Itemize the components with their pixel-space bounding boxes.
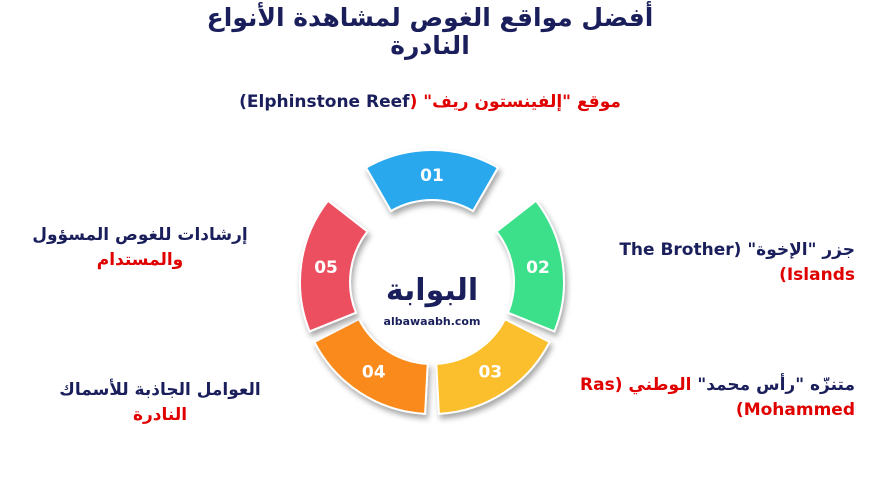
item-line: والمستدام xyxy=(10,248,270,273)
item: إرشادات للغوص المسؤول والمستدام xyxy=(10,223,270,273)
item-text: Mohammed) xyxy=(735,400,855,420)
item-text: إرشادات للغوص المسؤول xyxy=(32,225,248,245)
logo-site: albawaabh.com xyxy=(384,315,481,328)
item-line: إرشادات للغوص المسؤول xyxy=(10,223,270,248)
title: أفضل مواقع الغوص لمشاهدة الأنواع النادرة xyxy=(130,4,730,60)
item: موقع "إلفينستون ريف" (Elphinstone Reef) xyxy=(140,90,720,115)
ring-segment xyxy=(435,317,551,415)
item: العوامل الجاذبة للأسماك النادرة xyxy=(20,378,300,428)
item: جزر "الإخوة" (The Brother Islands) xyxy=(590,238,855,288)
item-text: Ras xyxy=(580,375,615,395)
ring-segment xyxy=(299,199,369,333)
segment-number: 05 xyxy=(314,258,338,278)
ring-segment xyxy=(495,199,565,333)
item-text: العوامل الجاذبة للأسماك xyxy=(59,380,261,400)
item-line: موقع "إلفينستون ريف" (Elphinstone Reef) xyxy=(140,90,720,115)
item-text: الوطني ( xyxy=(614,375,698,395)
ring-segment xyxy=(364,149,500,213)
title-line: النادرة xyxy=(390,31,470,60)
item-text: والمستدام xyxy=(96,250,184,270)
segment-number: 02 xyxy=(526,258,550,278)
item-text: The Brother xyxy=(619,240,734,260)
item-line: Mohammed) xyxy=(560,398,855,423)
item-line: جزر "الإخوة" (The Brother xyxy=(590,238,855,263)
item-line: النادرة xyxy=(20,403,300,428)
item: متنزّه "رأس محمد" الوطني (Ras Mohammed) xyxy=(560,373,855,423)
item-line: Islands) xyxy=(590,263,855,288)
item-line: العوامل الجاذبة للأسماك xyxy=(20,378,300,403)
segment-number: 03 xyxy=(478,363,502,383)
logo-name: البوابة xyxy=(386,273,478,308)
item-text: Islands) xyxy=(779,265,855,285)
ring-segment xyxy=(313,317,429,415)
item-text: موقع "إلفينستون ريف" ( xyxy=(409,92,621,112)
item-text: متنزّه "رأس محمد" xyxy=(697,375,855,395)
item-line: متنزّه "رأس محمد" الوطني (Ras xyxy=(560,373,855,398)
title-line: أفضل مواقع الغوص لمشاهدة الأنواع xyxy=(206,3,654,32)
segment-number: 01 xyxy=(420,166,444,186)
item-text: جزر "الإخوة" ( xyxy=(733,240,855,260)
segment-number: 04 xyxy=(362,363,386,383)
item-text: النادرة xyxy=(132,405,188,425)
item-text: Elphinstone Reef) xyxy=(239,92,410,112)
